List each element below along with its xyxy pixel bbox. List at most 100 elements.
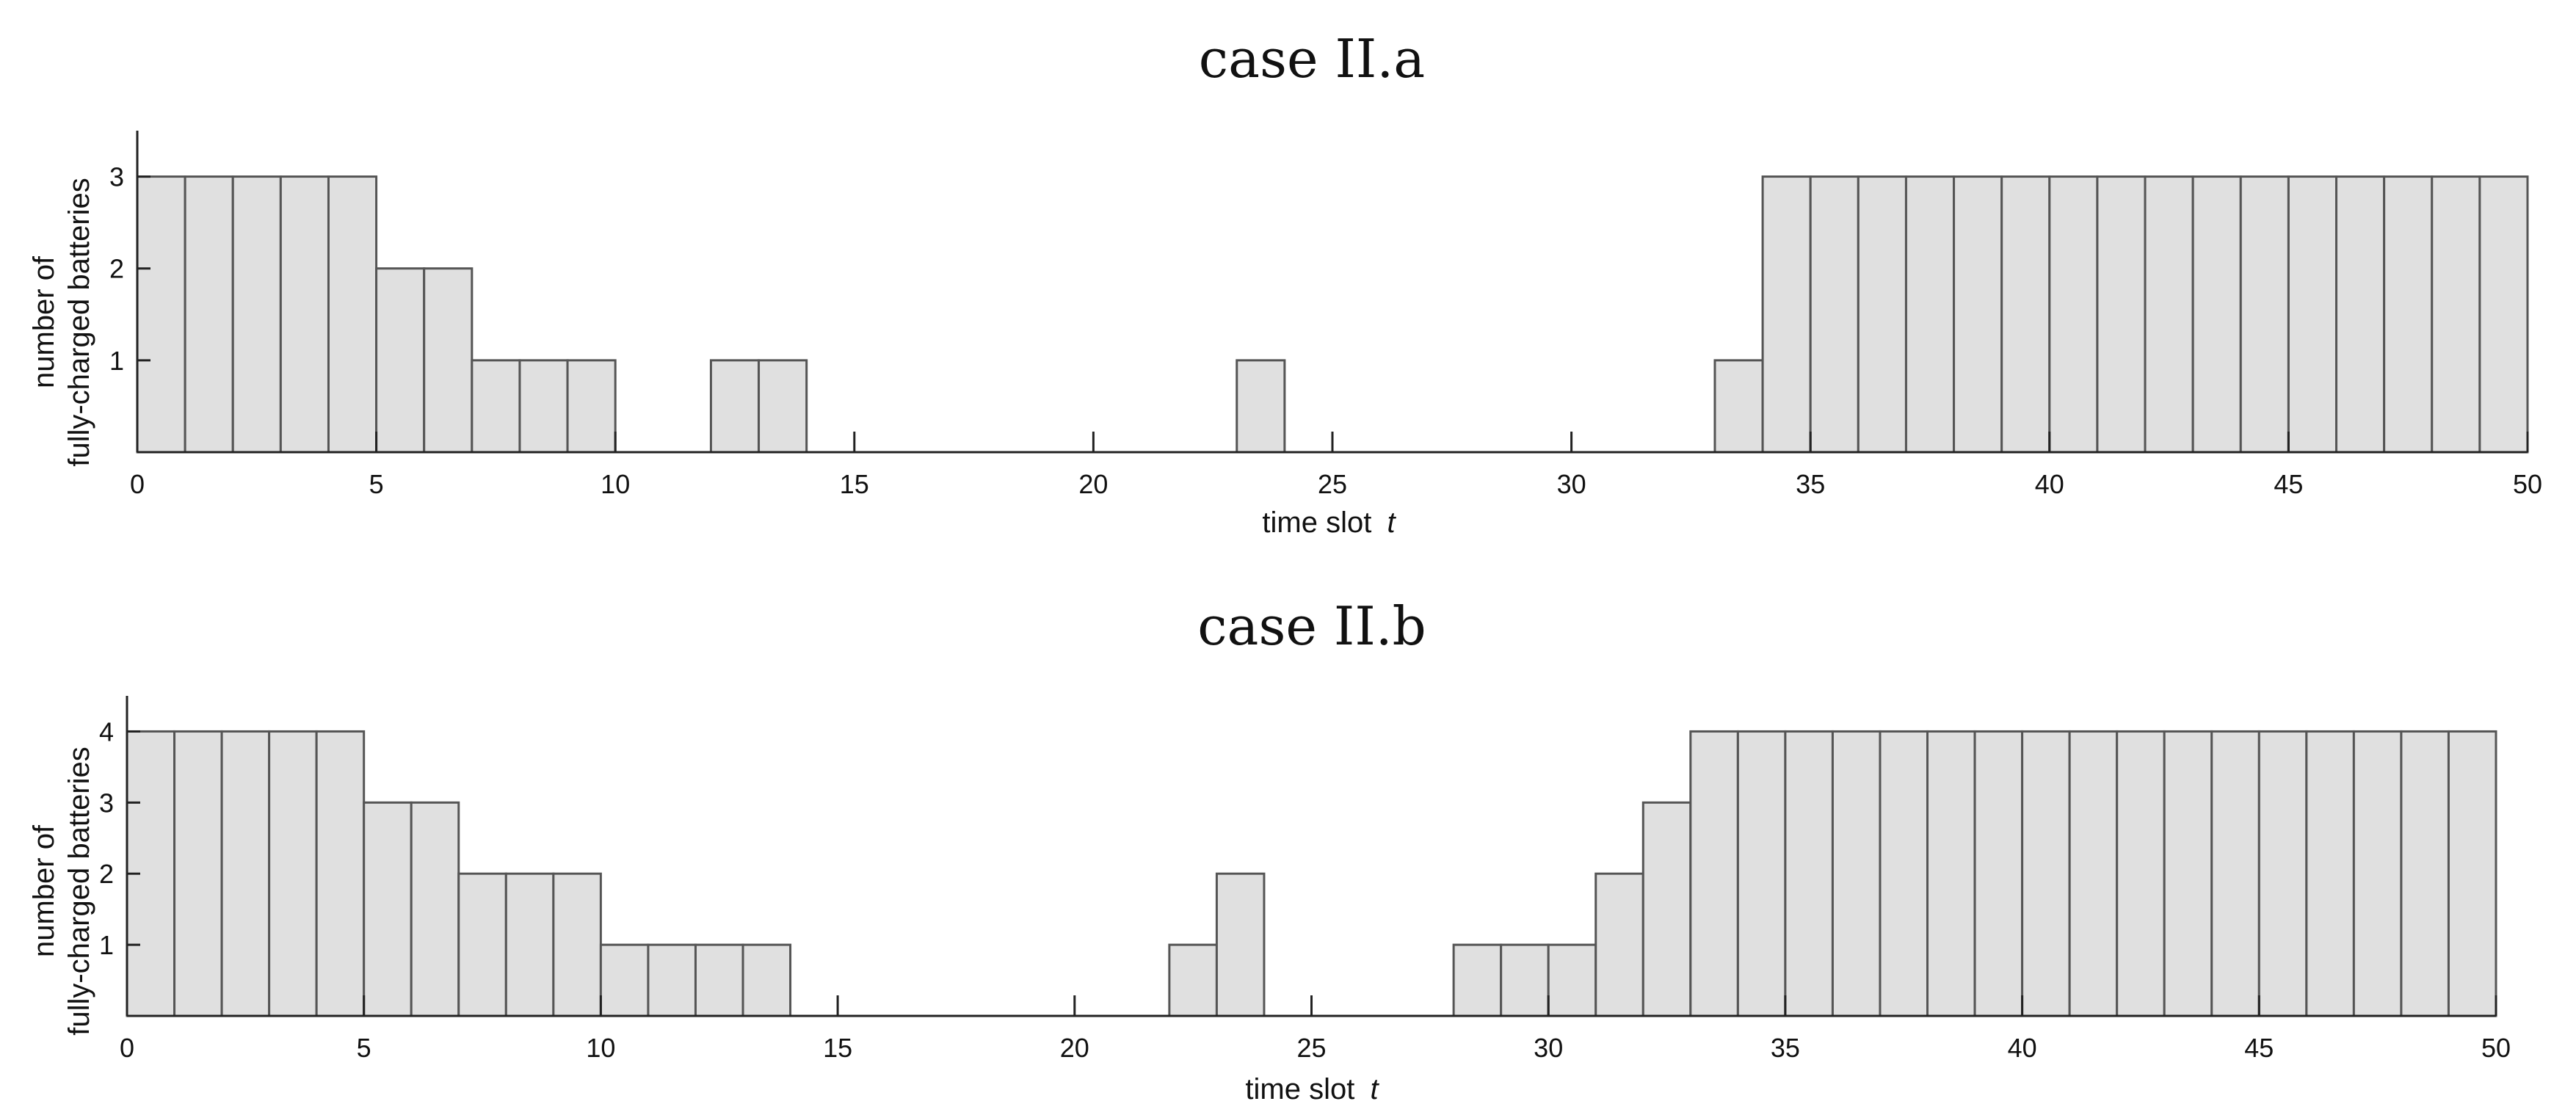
y-axis-label-line2: fully-charged batteries — [63, 178, 95, 467]
bar-t40 — [2021, 730, 2071, 1017]
bar-t32 — [1641, 801, 1692, 1017]
bar-t31 — [1594, 872, 1644, 1017]
bar-t35 — [1784, 730, 1834, 1017]
bar-t36 — [1857, 175, 1907, 454]
bar-t9 — [552, 872, 602, 1017]
bar-t34 — [1761, 175, 1812, 454]
bar-t2 — [231, 175, 282, 454]
x-ticks: 0 5 10 15 20 25 30 35 40 45 50 — [130, 432, 2542, 499]
y-tick-label: 1 — [109, 346, 124, 376]
bar-t39 — [2000, 175, 2051, 454]
bar-t45 — [2257, 730, 2308, 1017]
x-tick-label: 40 — [2008, 1033, 2037, 1063]
bar-t8 — [504, 872, 555, 1017]
bar-t23 — [1236, 359, 1286, 454]
x-tick-label: 35 — [1796, 469, 1825, 499]
x-axis-label: time slot t — [1245, 1073, 1379, 1105]
y-axis-label: number of fully-charged batteries — [28, 178, 95, 467]
y-axis-label: number of fully-charged batteries — [28, 747, 95, 1036]
x-tick-label: 10 — [601, 469, 630, 499]
bar-t47 — [2352, 730, 2403, 1017]
bar-t44 — [2210, 730, 2260, 1017]
bar-t6 — [410, 801, 460, 1017]
bar-t30 — [1547, 943, 1597, 1017]
y-ticks: 1 2 3 — [109, 162, 150, 376]
bar-t3 — [279, 175, 330, 454]
x-tick-label: 25 — [1318, 469, 1347, 499]
chart-panel-case-II-a: case II.a number of fully-charged batter… — [28, 28, 2542, 539]
x-axis-label-variable: t — [1387, 506, 1396, 539]
y-tick-label: 2 — [109, 254, 124, 284]
bar-t35 — [1809, 175, 1860, 454]
bar-series — [126, 730, 2497, 1017]
bar-t39 — [1973, 730, 2024, 1017]
y-tick-label: 3 — [109, 162, 124, 192]
bar-t5 — [363, 801, 413, 1017]
bar-t41 — [2068, 730, 2119, 1017]
bar-t5 — [375, 267, 426, 454]
bar-t46 — [2305, 730, 2355, 1017]
bar-t43 — [2163, 730, 2213, 1017]
bar-t33 — [1713, 359, 1764, 454]
x-tick-label: 5 — [369, 469, 384, 499]
bar-t8 — [518, 359, 569, 454]
bar-t4 — [315, 730, 366, 1017]
bar-t43 — [2191, 175, 2242, 454]
bar-t44 — [2239, 175, 2290, 454]
bar-t13 — [741, 943, 792, 1017]
bar-t9 — [566, 359, 617, 454]
x-tick-label: 0 — [120, 1033, 134, 1063]
bar-t11 — [647, 943, 697, 1017]
bar-t10 — [599, 943, 650, 1017]
x-axis-label-text: time slot — [1245, 1073, 1354, 1105]
x-tick-label: 40 — [2035, 469, 2064, 499]
bar-t7 — [471, 359, 521, 454]
bar-t34 — [1736, 730, 1787, 1017]
x-axis-label-variable: t — [1370, 1073, 1379, 1105]
x-tick-label: 30 — [1534, 1033, 1563, 1063]
y-axis-label-line1: number of — [28, 255, 60, 388]
bar-series — [136, 175, 2529, 454]
x-tick-label: 25 — [1296, 1033, 1326, 1063]
x-tick-label: 50 — [2513, 469, 2542, 499]
bar-t12 — [709, 359, 761, 454]
y-tick-label: 1 — [99, 930, 114, 960]
y-axis-label-line1: number of — [28, 824, 60, 957]
bar-t6 — [423, 267, 474, 454]
x-tick-label: 50 — [2481, 1033, 2511, 1063]
x-ticks: 0 5 10 15 20 25 30 35 40 45 50 — [120, 995, 2511, 1063]
y-tick-label: 2 — [99, 859, 114, 889]
chart-panel-case-II-b: case II.b number of fully-charged batter… — [28, 595, 2511, 1105]
y-axis-label-line2: fully-charged batteries — [63, 747, 95, 1036]
bar-t49 — [2478, 175, 2529, 454]
bar-t41 — [2096, 175, 2147, 454]
y-tick-label: 3 — [99, 788, 114, 818]
bar-t36 — [1831, 730, 1882, 1017]
x-tick-label: 30 — [1557, 469, 1586, 499]
x-tick-label: 20 — [1060, 1033, 1089, 1063]
bar-t0 — [136, 175, 186, 454]
bar-t3 — [268, 730, 318, 1017]
bar-t42 — [2116, 730, 2166, 1017]
x-tick-label: 15 — [823, 1033, 852, 1063]
bar-t33 — [1689, 730, 1739, 1017]
bar-t4 — [327, 175, 378, 454]
bar-t13 — [758, 359, 808, 454]
bar-t38 — [1926, 730, 1976, 1017]
x-axis-label-text: time slot — [1262, 506, 1371, 539]
bar-t28 — [1452, 943, 1503, 1017]
bar-t48 — [2431, 175, 2481, 454]
x-tick-label: 20 — [1078, 469, 1108, 499]
bar-t38 — [1953, 175, 2003, 454]
x-tick-label: 15 — [840, 469, 869, 499]
bar-t2 — [220, 730, 271, 1017]
bar-t12 — [694, 943, 744, 1017]
y-tick-label: 4 — [99, 716, 114, 747]
bar-t1 — [173, 730, 223, 1017]
x-tick-label: 45 — [2274, 469, 2303, 499]
x-tick-label: 0 — [130, 469, 145, 499]
bar-t22 — [1168, 943, 1218, 1017]
x-tick-label: 45 — [2244, 1033, 2274, 1063]
bar-t1 — [184, 175, 234, 454]
